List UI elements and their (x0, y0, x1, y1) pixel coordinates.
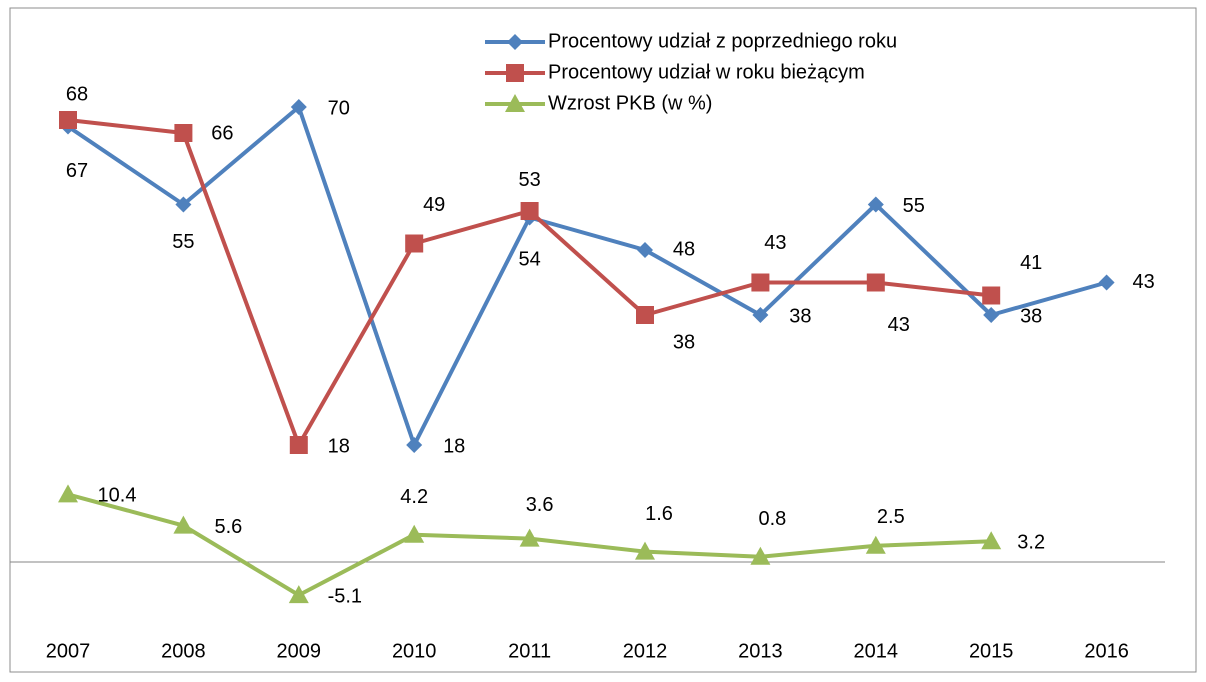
marker (752, 307, 769, 323)
data-label: 4.2 (400, 486, 428, 508)
x-tick-label: 2009 (277, 640, 322, 662)
data-label: 41 (1020, 252, 1042, 274)
x-tick-label: 2007 (46, 640, 91, 662)
data-label: 43 (1132, 271, 1154, 293)
marker (405, 234, 424, 253)
data-label: 43 (764, 232, 786, 254)
data-label: 18 (443, 435, 465, 457)
data-label: 67 (66, 160, 88, 182)
marker (519, 528, 540, 547)
data-label: 49 (423, 194, 445, 216)
x-tick-label: 2014 (854, 640, 899, 662)
marker (750, 546, 771, 565)
x-tick-label: 2010 (392, 640, 437, 662)
marker (289, 436, 308, 454)
data-label: 70 (328, 97, 350, 119)
marker (288, 585, 309, 604)
x-tick-label: 2015 (969, 640, 1014, 662)
data-label: 38 (789, 305, 811, 327)
marker (520, 202, 539, 220)
x-tick-label: 2008 (161, 640, 206, 662)
data-label: 66 (211, 122, 233, 144)
marker (505, 94, 525, 112)
chart-frame (9, 7, 1197, 673)
data-label: 54 (518, 248, 540, 270)
legend-label: Wzrost PKB (w %) (548, 92, 712, 114)
marker (507, 34, 523, 50)
x-tick-label: 2016 (1084, 640, 1129, 662)
data-label: 55 (172, 231, 194, 253)
marker (983, 307, 1000, 323)
data-label: 53 (518, 169, 540, 191)
marker (173, 515, 194, 534)
marker (636, 306, 654, 324)
legend-label: Procentowy udział w roku bieżącym (548, 61, 865, 83)
data-label: 38 (673, 331, 695, 353)
marker (175, 196, 192, 213)
data-label: 3.2 (1017, 531, 1045, 553)
marker (751, 273, 770, 292)
data-label: 10.4 (98, 485, 137, 507)
marker (866, 273, 885, 292)
data-label: 55 (903, 195, 925, 217)
data-label: 43 (888, 314, 910, 336)
data-label: 68 (66, 83, 88, 105)
data-label: 2.5 (877, 506, 905, 528)
x-tick-label: 2012 (623, 640, 668, 662)
marker (982, 286, 1001, 305)
marker (981, 531, 1002, 550)
marker (1098, 274, 1115, 291)
data-label: 0.8 (758, 508, 786, 530)
data-label: 48 (673, 238, 695, 260)
marker (290, 99, 307, 115)
marker (404, 524, 425, 543)
legend-label: Procentowy udział z poprzedniego roku (548, 30, 897, 52)
marker (174, 124, 193, 142)
marker (406, 437, 423, 453)
marker (506, 64, 524, 82)
series-line (66, 105, 1108, 447)
data-label: 18 (328, 435, 350, 457)
marker (867, 196, 884, 213)
x-tick-label: 2013 (738, 640, 783, 662)
marker (637, 242, 653, 258)
marker (59, 111, 77, 129)
marker (865, 535, 886, 554)
marker (58, 484, 78, 503)
data-label: 3.6 (526, 494, 554, 516)
x-tick-label: 2011 (508, 640, 551, 662)
data-label: 1.6 (645, 503, 673, 525)
marker (635, 541, 655, 560)
data-label: -5.1 (328, 585, 362, 607)
data-label: 38 (1020, 305, 1042, 327)
data-label: 5.6 (214, 516, 242, 538)
